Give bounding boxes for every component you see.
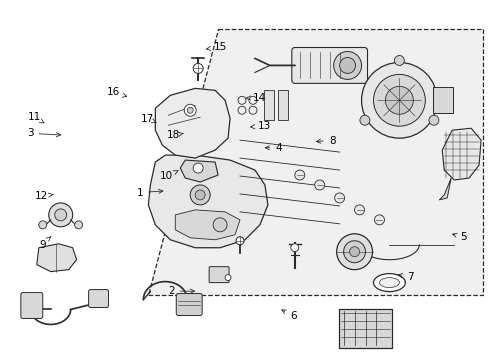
Text: 17: 17: [140, 114, 156, 124]
FancyBboxPatch shape: [176, 293, 202, 315]
Text: 6: 6: [281, 310, 296, 321]
Circle shape: [193, 63, 203, 73]
Text: 10: 10: [160, 171, 178, 181]
Text: 12: 12: [35, 191, 53, 201]
Circle shape: [294, 170, 304, 180]
Circle shape: [333, 51, 361, 80]
Circle shape: [39, 221, 47, 229]
Circle shape: [248, 106, 256, 114]
Circle shape: [290, 244, 298, 252]
FancyBboxPatch shape: [338, 309, 392, 348]
Polygon shape: [438, 178, 450, 200]
Polygon shape: [148, 28, 482, 294]
Circle shape: [190, 185, 210, 205]
Text: 7: 7: [397, 272, 412, 282]
Polygon shape: [175, 210, 240, 240]
Circle shape: [236, 237, 244, 245]
Circle shape: [336, 234, 372, 270]
Circle shape: [385, 86, 412, 114]
Text: 2: 2: [168, 286, 194, 296]
Circle shape: [339, 58, 355, 73]
Text: 15: 15: [206, 42, 226, 52]
Text: 14: 14: [246, 93, 265, 103]
FancyBboxPatch shape: [277, 90, 287, 120]
Circle shape: [55, 209, 66, 221]
Circle shape: [238, 96, 245, 104]
Text: 18: 18: [167, 130, 183, 140]
Circle shape: [248, 96, 256, 104]
Text: 11: 11: [27, 112, 44, 123]
Text: 16: 16: [106, 87, 126, 97]
Circle shape: [238, 106, 245, 114]
Circle shape: [361, 62, 436, 138]
Circle shape: [394, 55, 404, 66]
Circle shape: [428, 115, 438, 125]
Text: 9: 9: [39, 237, 51, 249]
FancyBboxPatch shape: [264, 90, 273, 120]
Circle shape: [349, 247, 359, 257]
Circle shape: [314, 180, 324, 190]
FancyBboxPatch shape: [21, 293, 42, 319]
Ellipse shape: [379, 278, 399, 288]
FancyBboxPatch shape: [88, 289, 108, 307]
FancyBboxPatch shape: [432, 87, 452, 113]
Circle shape: [374, 215, 384, 225]
Polygon shape: [148, 155, 267, 248]
Text: 5: 5: [452, 232, 466, 242]
Text: 8: 8: [316, 136, 335, 145]
Circle shape: [334, 193, 344, 203]
Circle shape: [224, 275, 230, 280]
Polygon shape: [155, 88, 229, 158]
Circle shape: [359, 115, 369, 125]
Circle shape: [343, 241, 365, 263]
Circle shape: [184, 104, 196, 116]
Polygon shape: [441, 128, 480, 180]
Text: 1: 1: [136, 188, 163, 198]
Text: 3: 3: [27, 129, 61, 138]
Circle shape: [75, 221, 82, 229]
Text: 13: 13: [250, 121, 270, 131]
Polygon shape: [180, 160, 218, 182]
Text: 4: 4: [264, 143, 282, 153]
Circle shape: [373, 75, 425, 126]
FancyBboxPatch shape: [209, 267, 228, 283]
Circle shape: [193, 163, 203, 173]
Circle shape: [213, 218, 226, 232]
Polygon shape: [37, 244, 77, 272]
Circle shape: [195, 190, 205, 200]
Circle shape: [187, 107, 193, 113]
FancyBboxPatch shape: [291, 48, 367, 84]
Circle shape: [49, 203, 73, 227]
Circle shape: [354, 205, 364, 215]
Ellipse shape: [373, 274, 405, 292]
